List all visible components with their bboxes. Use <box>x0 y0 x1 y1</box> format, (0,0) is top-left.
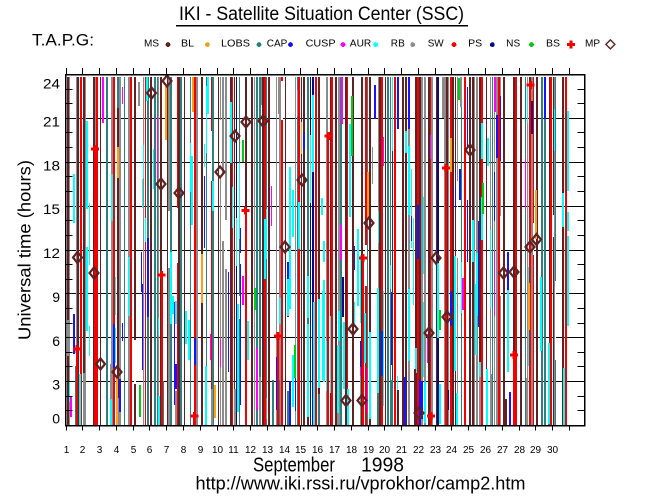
svg-text:11: 11 <box>228 445 239 456</box>
svg-text:9: 9 <box>52 289 60 305</box>
svg-text:6: 6 <box>52 333 60 349</box>
svg-text:PS: PS <box>468 38 482 49</box>
svg-text:20: 20 <box>379 445 391 456</box>
svg-text:Universal time (hours): Universal time (hours) <box>15 160 35 340</box>
svg-text:8: 8 <box>181 445 187 456</box>
svg-text:0: 0 <box>52 410 60 426</box>
svg-text:21: 21 <box>43 113 60 129</box>
svg-text:26: 26 <box>480 445 492 456</box>
svg-text:5: 5 <box>131 445 137 456</box>
svg-text:4: 4 <box>114 445 120 456</box>
svg-text:25: 25 <box>463 445 475 456</box>
svg-text:LOBS: LOBS <box>221 38 250 49</box>
svg-text:7: 7 <box>164 445 170 456</box>
svg-text:15: 15 <box>295 445 307 456</box>
svg-text:12: 12 <box>43 245 60 261</box>
svg-text:24: 24 <box>43 76 60 92</box>
svg-text:12: 12 <box>245 445 257 456</box>
svg-text:3: 3 <box>97 445 103 456</box>
svg-text:AUR: AUR <box>350 38 372 49</box>
svg-text:IKI - Satellite Situation Cent: IKI - Satellite Situation Center (SSC) <box>179 4 464 25</box>
svg-text:14: 14 <box>279 445 291 456</box>
svg-text:T.A.P.G:: T.A.P.G: <box>32 30 94 49</box>
svg-text:MS: MS <box>144 38 159 49</box>
svg-text:1998: 1998 <box>361 454 404 476</box>
svg-text:September: September <box>253 454 335 476</box>
svg-text:17: 17 <box>329 445 341 456</box>
svg-text:http://www.iki.rssi.ru/vprokho: http://www.iki.rssi.ru/vprokhor/camp2.ht… <box>196 474 526 494</box>
svg-text:2: 2 <box>80 445 86 456</box>
svg-text:21: 21 <box>396 445 408 456</box>
svg-text:18: 18 <box>43 157 60 173</box>
svg-text:CAP: CAP <box>267 38 288 49</box>
svg-text:RB: RB <box>391 38 405 49</box>
svg-text:23: 23 <box>430 445 442 456</box>
svg-text:9: 9 <box>198 445 204 456</box>
svg-text:13: 13 <box>262 445 274 456</box>
svg-text:16: 16 <box>312 445 324 456</box>
svg-text:SW: SW <box>428 38 445 49</box>
svg-text:10: 10 <box>212 445 224 456</box>
svg-text:BL: BL <box>181 38 194 49</box>
svg-text:6: 6 <box>147 445 153 456</box>
svg-text:24: 24 <box>446 445 458 456</box>
svg-text:19: 19 <box>363 445 375 456</box>
svg-text:3: 3 <box>52 377 60 393</box>
svg-text:28: 28 <box>514 445 526 456</box>
svg-text:18: 18 <box>346 445 358 456</box>
svg-text:27: 27 <box>497 445 509 456</box>
svg-text:CUSP: CUSP <box>306 38 336 49</box>
svg-text:NS: NS <box>506 38 520 49</box>
svg-text:BS: BS <box>546 38 560 49</box>
svg-text:29: 29 <box>530 445 542 456</box>
svg-text:MP: MP <box>585 38 600 49</box>
svg-text:22: 22 <box>413 445 425 456</box>
svg-text:30: 30 <box>547 445 559 456</box>
svg-text:1: 1 <box>64 445 70 456</box>
svg-text:15: 15 <box>43 201 60 217</box>
